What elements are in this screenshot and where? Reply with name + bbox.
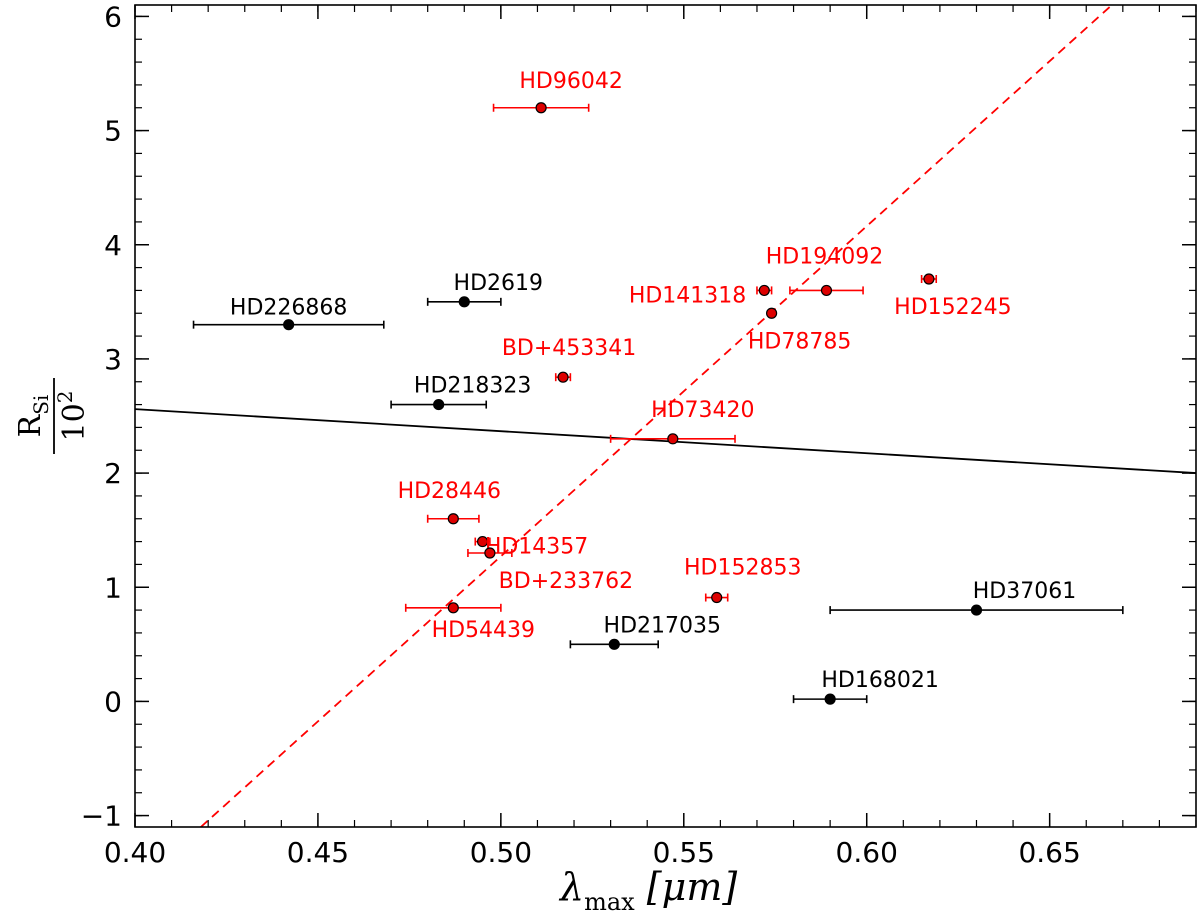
point-marker bbox=[458, 296, 470, 308]
point-label: HD37061 bbox=[973, 579, 1076, 604]
data-point: HD2619 bbox=[426, 271, 543, 308]
x-tick-label: 0.40 bbox=[104, 836, 166, 869]
point-marker bbox=[970, 604, 983, 616]
black-fit-line bbox=[134, 408, 1197, 474]
point-marker bbox=[476, 535, 489, 548]
point-label: HD28446 bbox=[398, 479, 501, 504]
point-label: HD226868 bbox=[230, 296, 347, 321]
point-label: HD152853 bbox=[684, 556, 801, 581]
y-tick-label: 1 bbox=[104, 571, 122, 604]
x-tick-label: 0.45 bbox=[287, 836, 349, 869]
y-tick-label: 0 bbox=[104, 685, 122, 718]
x-tick-label: 0.50 bbox=[470, 836, 532, 869]
red-dashed-fit-line bbox=[200, 4, 1113, 828]
point-label: HD78785 bbox=[748, 329, 851, 354]
x-tick-label: 0.55 bbox=[653, 836, 715, 869]
point-label: HD168021 bbox=[821, 668, 938, 693]
point-label: BD+453341 bbox=[502, 336, 636, 361]
point-label: HD2619 bbox=[454, 271, 543, 296]
point-label: HD54439 bbox=[432, 618, 535, 643]
data-point: HD217035 bbox=[569, 613, 721, 650]
data-point: HD152245 bbox=[894, 273, 1012, 320]
data-point: HD14357 bbox=[474, 535, 588, 560]
x-tick-label: 0.65 bbox=[1018, 836, 1080, 869]
data-point: HD226868 bbox=[192, 296, 385, 331]
point-marker bbox=[824, 693, 836, 705]
y-tick-label: 4 bbox=[104, 229, 122, 262]
data-point: HD194092 bbox=[766, 244, 883, 297]
data-point: HD28446 bbox=[398, 479, 501, 525]
point-marker bbox=[557, 371, 569, 383]
svg-text:102: 102 bbox=[53, 391, 92, 442]
svg-text:RSi: RSi bbox=[13, 395, 53, 438]
point-marker bbox=[447, 602, 459, 614]
point-marker bbox=[758, 284, 770, 297]
point-marker bbox=[433, 398, 445, 411]
data-point: BD+453341 bbox=[502, 336, 636, 383]
point-marker bbox=[820, 284, 833, 297]
point-label: BD+233762 bbox=[499, 569, 633, 594]
point-label: HD96042 bbox=[519, 69, 622, 94]
data-point: HD152853 bbox=[684, 556, 801, 604]
point-marker bbox=[283, 319, 295, 331]
data-point: HD37061 bbox=[829, 579, 1124, 616]
data-point: BD+233762 bbox=[467, 547, 633, 594]
data-point: HD96042 bbox=[492, 69, 623, 114]
point-marker bbox=[484, 547, 496, 559]
y-tick-label: 2 bbox=[104, 457, 122, 490]
point-marker bbox=[923, 273, 935, 285]
y-tick-label: 6 bbox=[104, 0, 122, 33]
point-label: HD73420 bbox=[651, 398, 754, 423]
point-label: HD217035 bbox=[604, 613, 721, 638]
y-axis-label: RSi 102 bbox=[13, 378, 92, 454]
x-tick-label: 0.60 bbox=[836, 836, 898, 869]
point-marker bbox=[711, 591, 723, 604]
point-marker bbox=[447, 513, 459, 525]
y-tick-label: 3 bbox=[104, 343, 122, 376]
point-marker bbox=[765, 307, 778, 319]
point-label: HD14357 bbox=[485, 535, 588, 560]
x-axis-label: λmax [μm] bbox=[558, 865, 737, 916]
data-point: HD78785 bbox=[748, 307, 851, 354]
axis-ticks: 0.40 0.45 0.50 0.55 0.60 0.65 −1 0 1 2 3 4 5 6 bbox=[81, 0, 1197, 869]
point-marker bbox=[535, 102, 547, 114]
point-marker bbox=[608, 638, 620, 650]
point-label: HD218323 bbox=[414, 374, 531, 399]
point-marker bbox=[667, 433, 679, 445]
y-tick-label: −1 bbox=[81, 800, 122, 833]
data-point: HD218323 bbox=[390, 374, 531, 411]
point-label: HD152245 bbox=[894, 295, 1011, 320]
data-points: HD226868 HD2619 HD218323 HD217035 HD168021 HD… bbox=[192, 69, 1124, 705]
point-label: HD194092 bbox=[766, 244, 883, 269]
data-point: HD54439 bbox=[404, 602, 535, 643]
y-tick-label: 5 bbox=[104, 115, 122, 148]
data-point: HD73420 bbox=[609, 398, 755, 445]
plot-frame bbox=[134, 4, 1197, 828]
point-label: HD141318 bbox=[629, 283, 746, 308]
data-point: HD141318 bbox=[629, 283, 773, 308]
data-point: HD168021 bbox=[792, 668, 939, 705]
fit-lines bbox=[134, 4, 1197, 828]
